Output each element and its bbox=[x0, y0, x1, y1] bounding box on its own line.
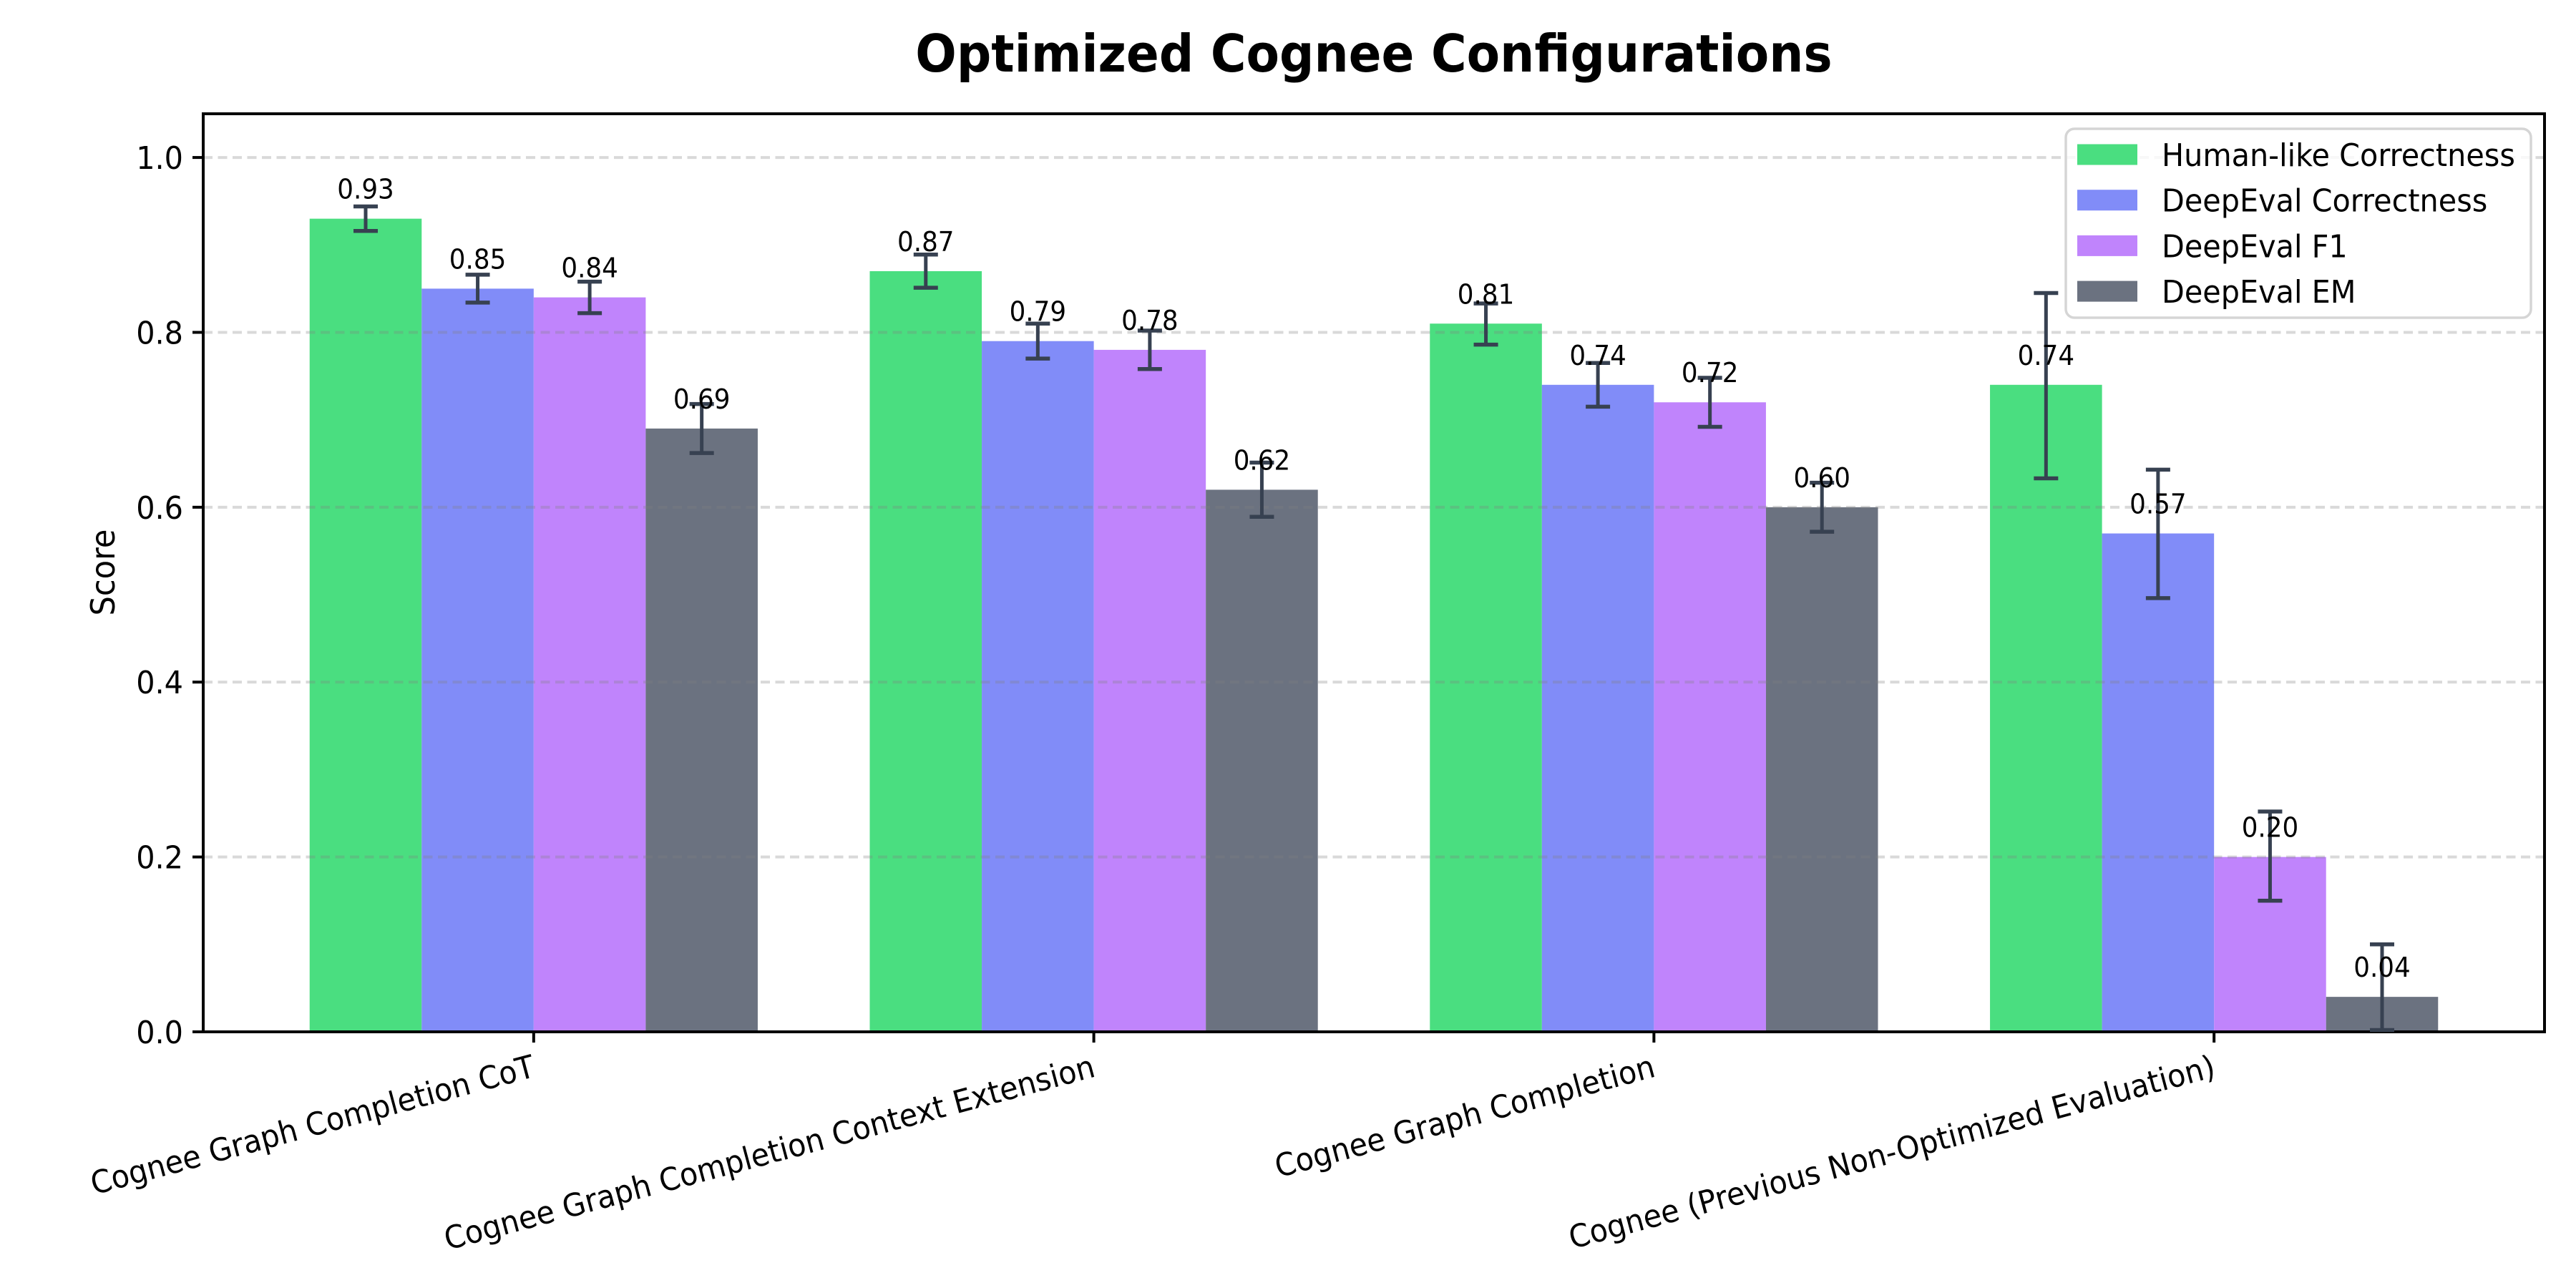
bar-deepeval-f1-group2 bbox=[1093, 349, 1206, 1032]
bar-deepeval-f1-group1 bbox=[533, 297, 646, 1033]
y-tick-label-0.4: 0.4 bbox=[136, 665, 183, 701]
y-tick-label-1.0: 1.0 bbox=[136, 140, 183, 177]
bar-value-label: 0.57 bbox=[2129, 489, 2187, 520]
legend-label-human-like-correctness: Human-like Correctness bbox=[2162, 137, 2515, 174]
bar-deepeval-correctness-group2 bbox=[982, 341, 1094, 1032]
y-tick-label-0.2: 0.2 bbox=[136, 840, 183, 877]
bar-value-label: 0.93 bbox=[337, 174, 394, 205]
bar-deepeval-correctness-group1 bbox=[421, 288, 534, 1032]
bar-deepeval-em-group1 bbox=[645, 428, 758, 1032]
bar-value-label: 0.74 bbox=[1569, 340, 1626, 371]
bars-layer bbox=[309, 218, 2439, 1033]
bar-value-label: 0.60 bbox=[1793, 462, 1850, 494]
x-tick-label-group2: Cognee Graph Completion Context Extensio… bbox=[440, 1048, 1098, 1257]
legend-swatch-deepeval-f1 bbox=[2077, 235, 2137, 256]
legend-swatch-deepeval-correctness bbox=[2077, 190, 2137, 211]
bar-deepeval-em-group2 bbox=[1206, 489, 1318, 1032]
bar-value-label: 0.87 bbox=[897, 226, 955, 258]
bar-value-label: 0.04 bbox=[2353, 952, 2411, 983]
y-axis-label: Score bbox=[84, 529, 122, 615]
y-tick-label-0.6: 0.6 bbox=[136, 490, 183, 527]
bar-deepeval-f1-group3 bbox=[1654, 402, 1766, 1032]
axes-spines bbox=[202, 112, 2546, 1033]
x-tick-label-group3: Cognee Graph Completion bbox=[1271, 1048, 1659, 1185]
x-tick-label-group4: Cognee (Previous Non-Optimized Evaluatio… bbox=[1565, 1048, 2219, 1257]
legend: Human-like Correctness DeepEval Correctne… bbox=[2064, 127, 2532, 319]
bar-human-like-correctness-group3 bbox=[1430, 323, 1542, 1032]
bar-value-label: 0.74 bbox=[2018, 340, 2075, 371]
y-tick-label-0.8: 0.8 bbox=[136, 315, 183, 351]
bar-value-label: 0.62 bbox=[1234, 444, 1291, 476]
bar-human-like-correctness-group2 bbox=[869, 270, 982, 1032]
legend-label-deepeval-f1: DeepEval F1 bbox=[2162, 228, 2348, 265]
legend-label-deepeval-correctness: DeepEval Correctness bbox=[2162, 183, 2487, 220]
legend-swatch-deepeval-em bbox=[2077, 280, 2137, 302]
bar-human-like-correctness-group4 bbox=[1990, 384, 2102, 1032]
legend-swatch-human-like-correctness bbox=[2077, 144, 2137, 165]
legend-label-deepeval-em: DeepEval EM bbox=[2162, 274, 2356, 311]
bar-human-like-correctness-group1 bbox=[309, 218, 422, 1033]
labels-layer: 0.93 0.87 0.81 0.74 0.85 0.79 0.74 0.57 0.84 0.78… bbox=[337, 174, 2410, 983]
bar-value-label: 0.85 bbox=[449, 243, 507, 275]
legend-box bbox=[2064, 127, 2532, 319]
error-bars-layer bbox=[353, 204, 2394, 1033]
chart-title: Optimized Cognee Configurations bbox=[915, 24, 1832, 84]
bar-deepeval-correctness-group4 bbox=[2102, 533, 2215, 1032]
bar-value-label: 0.84 bbox=[561, 253, 618, 284]
bar-value-label: 0.20 bbox=[2242, 812, 2299, 844]
bar-value-label: 0.78 bbox=[1121, 305, 1179, 336]
bar-deepeval-correctness-group3 bbox=[1541, 384, 1654, 1032]
bar-deepeval-em-group3 bbox=[1765, 507, 1878, 1032]
bar-value-label: 0.81 bbox=[1458, 278, 1515, 310]
bar-value-label: 0.79 bbox=[1010, 296, 1067, 328]
x-tick-label-group1: Cognee Graph Completion CoT bbox=[87, 1048, 539, 1202]
y-tick-label-0.0: 0.0 bbox=[136, 1015, 183, 1051]
bar-value-label: 0.72 bbox=[1682, 357, 1739, 389]
bar-value-label: 0.69 bbox=[673, 384, 731, 415]
